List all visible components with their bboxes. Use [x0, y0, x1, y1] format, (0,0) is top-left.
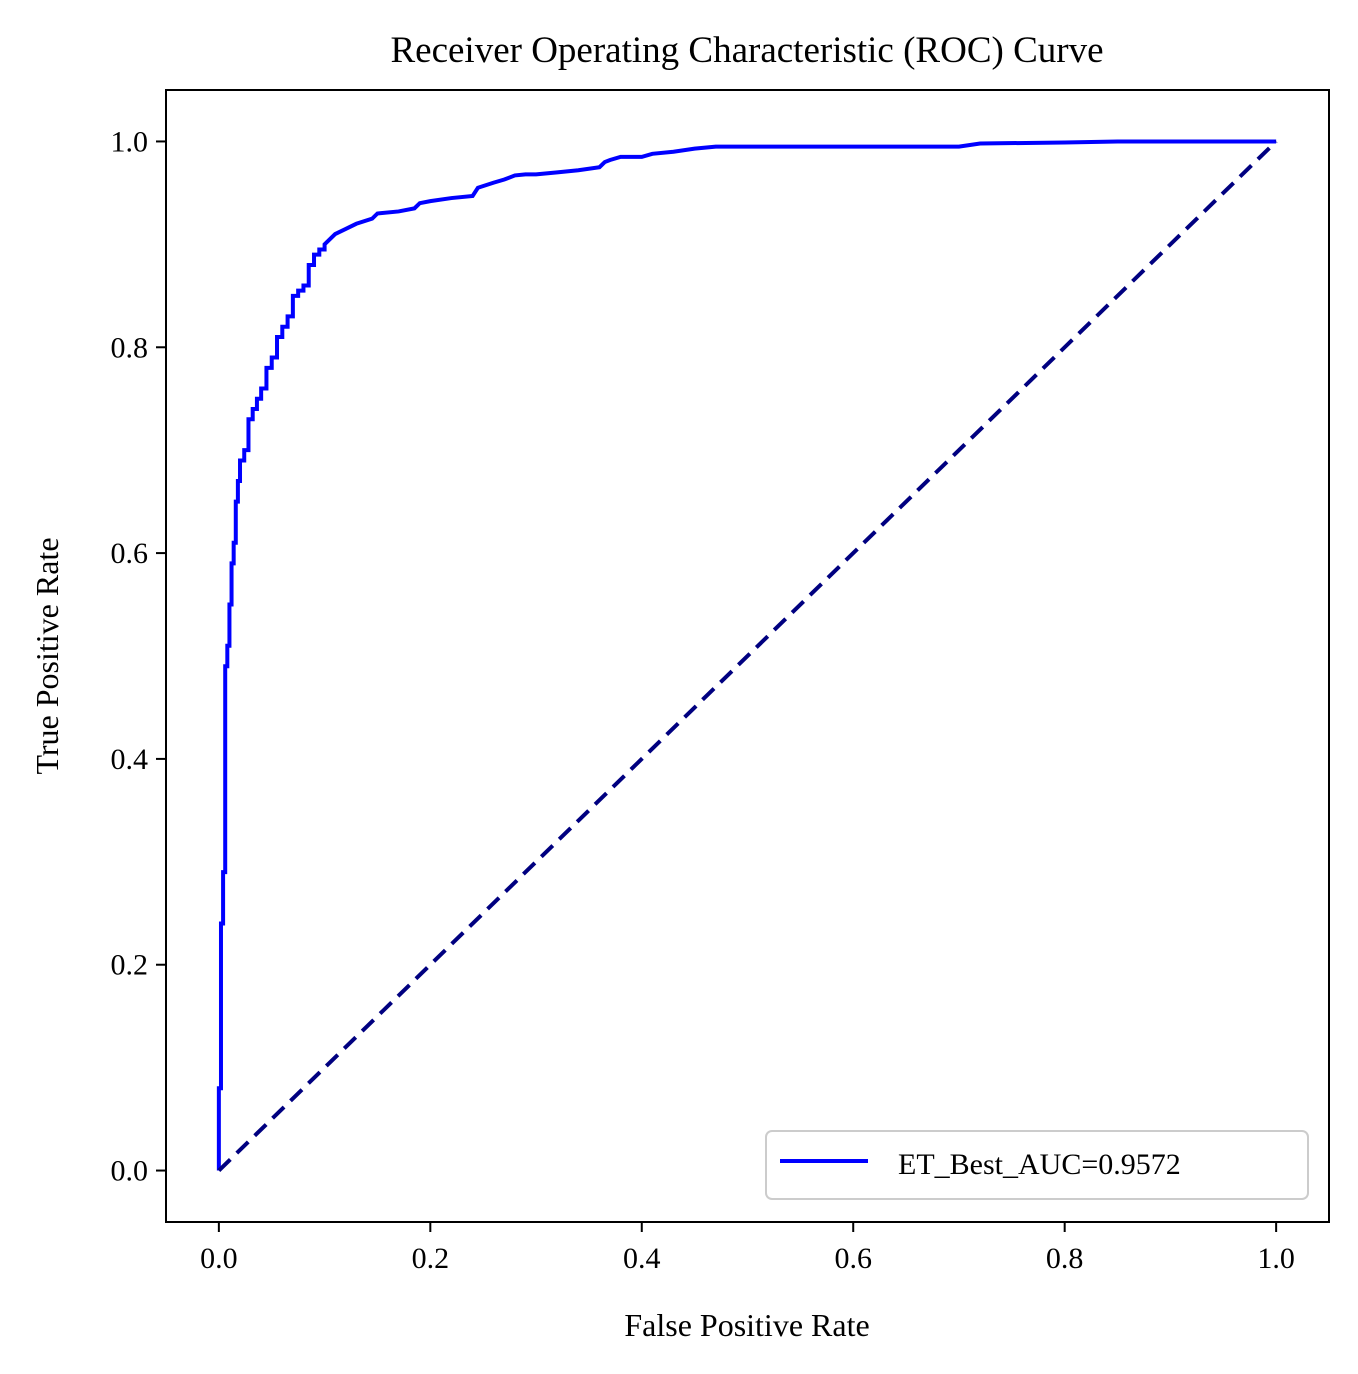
y-tick-label: 0.2: [111, 949, 149, 982]
y-tick-label: 0.8: [111, 331, 149, 364]
x-axis-ticks: 0.0 0.2 0.4 0.6 0.8 1.0: [200, 1222, 1295, 1275]
roc-curve-line: [216, 139, 1277, 1171]
legend-label: ET_Best_AUC=0.9572: [898, 1148, 1181, 1181]
y-tick-label: 1.0: [111, 125, 149, 158]
x-axis-label: False Positive Rate: [624, 1307, 869, 1343]
x-tick-label: 0.6: [834, 1242, 872, 1275]
x-tick-label: 0.0: [200, 1242, 238, 1275]
y-tick-label: 0.4: [111, 743, 149, 776]
plot-series-group: [216, 139, 1278, 1172]
legend-box: [765, 1130, 1309, 1200]
y-axis-label: True Positive Rate: [29, 537, 65, 774]
plot-frame: [165, 89, 1330, 1223]
legend: ET_Best_AUC=0.9572: [765, 1130, 1309, 1200]
y-tick-label: 0.0: [111, 1155, 149, 1188]
x-tick-label: 1.0: [1257, 1242, 1295, 1275]
y-tick-label: 0.6: [111, 537, 149, 570]
chart-title: Receiver Operating Characteristic (ROC) …: [390, 30, 1103, 71]
y-axis-ticks: 0.0 0.2 0.4 0.6 0.8 1.0: [111, 125, 166, 1188]
x-tick-label: 0.4: [623, 1242, 661, 1275]
x-tick-label: 0.8: [1046, 1242, 1084, 1275]
chance-diagonal-line: [217, 140, 1278, 1172]
x-tick-label: 0.2: [412, 1242, 450, 1275]
